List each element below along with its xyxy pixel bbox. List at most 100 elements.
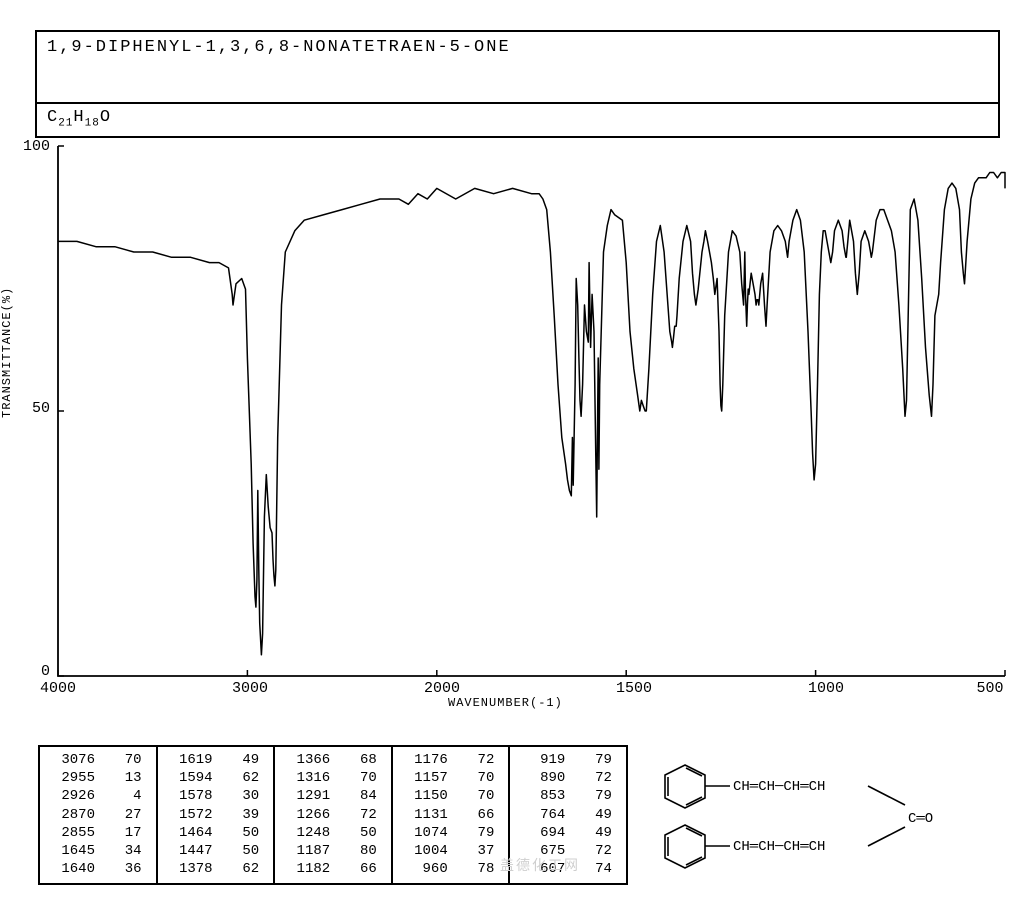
peak-transmittance: 50	[338, 825, 385, 842]
peak-column: 1619491594621578301572391464501447501378…	[158, 747, 276, 883]
peak-wavenumber: 2870	[46, 807, 103, 824]
peak-transmittance: 13	[103, 770, 150, 787]
peak-transmittance: 70	[338, 770, 385, 787]
peak-row: 295513	[40, 770, 156, 787]
peak-wavenumber: 1447	[164, 843, 221, 860]
compound-name: 1,9-DIPHENYL-1,3,6,8-NONATETRAEN-5-ONE	[37, 32, 998, 102]
peak-transmittance: 17	[103, 825, 150, 842]
peak-wavenumber: 1004	[399, 843, 456, 860]
peak-transmittance: 66	[456, 807, 503, 824]
structure-svg: CH═CH─CH═CH CH═CH─CH═CH C═O	[650, 750, 1000, 880]
peak-wavenumber: 1572	[164, 807, 221, 824]
peak-row: 76449	[510, 807, 626, 824]
x-tick-500: 500	[960, 680, 1020, 697]
peak-row: 159462	[158, 770, 274, 787]
peak-transmittance: 62	[221, 861, 268, 878]
x-axis-label: WAVENUMBER(-1)	[448, 696, 563, 710]
peak-wavenumber: 1640	[46, 861, 103, 878]
peak-wavenumber: 1619	[164, 752, 221, 769]
peak-transmittance: 34	[103, 843, 150, 860]
peak-transmittance: 39	[221, 807, 268, 824]
peak-wavenumber: 960	[399, 861, 456, 878]
peak-row: 164534	[40, 843, 156, 860]
peak-row: 69449	[510, 825, 626, 842]
peak-row: 129184	[275, 788, 391, 805]
peak-wavenumber: 919	[516, 752, 573, 769]
peak-row: 89072	[510, 770, 626, 787]
peak-wavenumber: 1150	[399, 788, 456, 805]
peak-wavenumber: 1291	[281, 788, 338, 805]
x-tick-2000: 2000	[412, 680, 472, 697]
peak-transmittance: 70	[103, 752, 150, 769]
peak-transmittance: 62	[221, 770, 268, 787]
spectrum-svg	[10, 138, 1010, 698]
svg-text:CH═CH─CH═CH: CH═CH─CH═CH	[733, 839, 825, 855]
peak-column: 1176721157701150701131661074791004379607…	[393, 747, 511, 883]
peak-wavenumber: 1157	[399, 770, 456, 787]
peak-transmittance: 50	[221, 825, 268, 842]
peak-row: 91979	[510, 752, 626, 769]
peak-row: 164036	[40, 861, 156, 878]
x-tick-3000: 3000	[220, 680, 280, 697]
peak-row: 124850	[275, 825, 391, 842]
peak-transmittance: 36	[103, 861, 150, 878]
svg-text:C═O: C═O	[908, 811, 933, 827]
peak-row: 29264	[40, 788, 156, 805]
peak-transmittance: 74	[573, 861, 620, 878]
peak-transmittance: 4	[103, 788, 150, 805]
peak-transmittance: 72	[338, 807, 385, 824]
peak-transmittance: 37	[456, 843, 503, 860]
peak-transmittance: 27	[103, 807, 150, 824]
peak-transmittance: 79	[573, 788, 620, 805]
peak-column: 1366681316701291841266721248501187801182…	[275, 747, 393, 883]
peak-row: 307670	[40, 752, 156, 769]
peak-row: 287027	[40, 807, 156, 824]
peak-row: 137862	[158, 861, 274, 878]
peak-row: 161949	[158, 752, 274, 769]
peak-row: 157830	[158, 788, 274, 805]
peak-wavenumber: 1578	[164, 788, 221, 805]
peak-transmittance: 80	[338, 843, 385, 860]
watermark: 盖德化工网	[500, 855, 580, 875]
peak-row: 136668	[275, 752, 391, 769]
peak-row: 107479	[393, 825, 509, 842]
y-axis-label: TRANSMITTANCE(%)	[0, 287, 14, 418]
peak-transmittance: 78	[456, 861, 503, 878]
peak-transmittance: 49	[573, 807, 620, 824]
x-tick-1500: 1500	[604, 680, 664, 697]
peak-wavenumber: 1464	[164, 825, 221, 842]
peak-column: 3076702955132926428702728551716453416403…	[40, 747, 158, 883]
peak-row: 146450	[158, 825, 274, 842]
peak-wavenumber: 1176	[399, 752, 456, 769]
peak-wavenumber: 1248	[281, 825, 338, 842]
peak-transmittance: 72	[573, 843, 620, 860]
peak-wavenumber: 764	[516, 807, 573, 824]
peak-transmittance: 70	[456, 788, 503, 805]
peak-wavenumber: 1645	[46, 843, 103, 860]
peak-transmittance: 72	[573, 770, 620, 787]
peak-row: 131670	[275, 770, 391, 787]
peak-transmittance: 70	[456, 770, 503, 787]
peak-wavenumber: 3076	[46, 752, 103, 769]
peak-transmittance: 30	[221, 788, 268, 805]
peak-transmittance: 79	[573, 752, 620, 769]
molecular-structure: CH═CH─CH═CH CH═CH─CH═CH C═O	[650, 750, 1000, 880]
peak-wavenumber: 2855	[46, 825, 103, 842]
peak-row: 285517	[40, 825, 156, 842]
peak-transmittance: 49	[573, 825, 620, 842]
peak-wavenumber: 2926	[46, 788, 103, 805]
peak-wavenumber: 1366	[281, 752, 338, 769]
peak-wavenumber: 1378	[164, 861, 221, 878]
ir-spectrum-chart: TRANSMITTANCE(%) 100 50 0 4000 3000 2000…	[10, 138, 1010, 713]
y-tick-0: 0	[10, 663, 50, 680]
peak-transmittance: 66	[338, 861, 385, 878]
header-box: 1,9-DIPHENYL-1,3,6,8-NONATETRAEN-5-ONE C…	[35, 30, 1000, 138]
peak-wavenumber: 890	[516, 770, 573, 787]
peak-wavenumber: 1131	[399, 807, 456, 824]
peak-wavenumber: 1187	[281, 843, 338, 860]
peak-row: 118266	[275, 861, 391, 878]
peak-wavenumber: 1594	[164, 770, 221, 787]
peak-row: 96078	[393, 861, 509, 878]
peak-transmittance: 84	[338, 788, 385, 805]
peak-transmittance: 72	[456, 752, 503, 769]
